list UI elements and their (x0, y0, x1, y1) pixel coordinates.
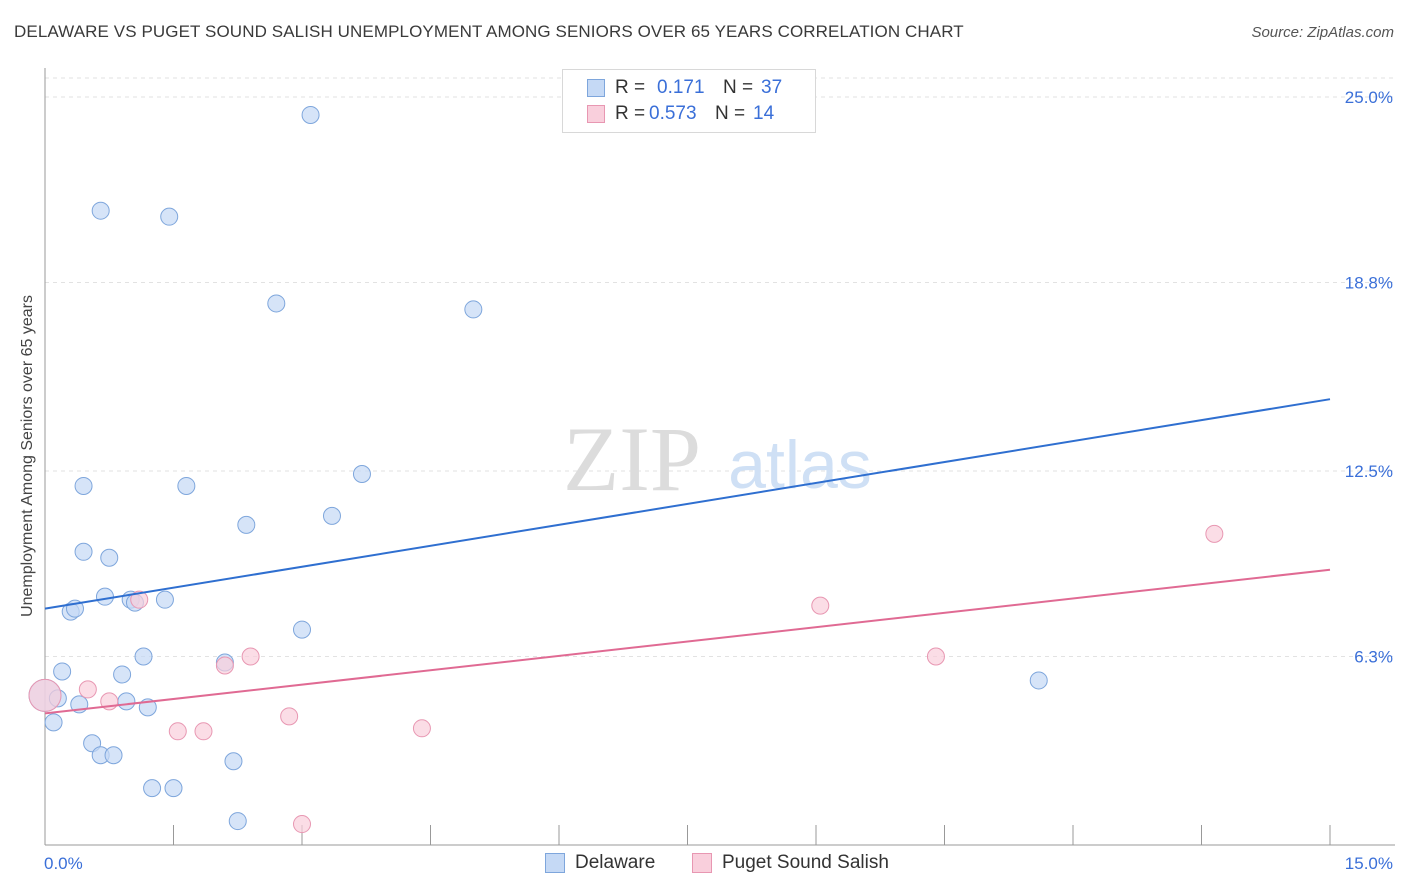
source-label: Source: ZipAtlas.com (1251, 24, 1394, 41)
delaware-point (237, 515, 256, 534)
r-label: R = (615, 77, 646, 98)
delaware-point (464, 300, 483, 319)
delaware-point (44, 713, 63, 732)
y-tick-label: 12.5% (1345, 462, 1393, 481)
delaware-point (293, 620, 311, 639)
puget-point (241, 647, 260, 666)
x-tick-label: 15.0% (1345, 854, 1393, 873)
puget-legend-label: Puget Sound Salish (722, 852, 889, 873)
delaware-point (155, 590, 174, 609)
delaware-point (352, 464, 371, 483)
n-value: 37 (761, 77, 783, 98)
puget-point (1205, 524, 1224, 543)
delaware-point (228, 812, 247, 831)
x-tick-label: 0.0% (44, 854, 83, 873)
y-tick-label: 18.8% (1345, 274, 1393, 293)
y-tick-label: 6.3% (1354, 648, 1393, 667)
bottom-legend-puget[interactable]: Puget Sound Salish (692, 852, 889, 874)
puget-point (78, 680, 97, 699)
delaware-point (143, 779, 162, 798)
axes (44, 68, 1395, 846)
delaware-swatch (545, 853, 565, 873)
bottom-legend-delaware[interactable]: Delaware (545, 852, 655, 874)
legend-box: R = 0.171 N = 37 R = 0.573 N = 14 (562, 69, 816, 133)
delaware-point (322, 506, 341, 525)
r-value: 0.573 (649, 103, 697, 124)
delaware-point (104, 746, 123, 765)
r-label: R = (615, 103, 646, 124)
delaware-point (134, 647, 153, 666)
n-label: N = (715, 103, 746, 124)
delaware-point (301, 105, 320, 124)
puget-swatch (587, 105, 605, 123)
delaware-point (160, 207, 179, 226)
n-label: N = (723, 77, 754, 98)
legend-row-delaware: R = 0.171 N = 37 (587, 76, 782, 100)
puget-point (194, 722, 213, 741)
delaware-legend-label: Delaware (575, 852, 656, 873)
puget-point (811, 596, 830, 615)
watermark-atlas: atlas (728, 427, 872, 503)
delaware-point (100, 548, 119, 567)
puget-point (280, 707, 299, 726)
puget-point (28, 678, 62, 712)
puget-point (168, 722, 187, 741)
delaware-point (117, 692, 136, 711)
delaware-trendline (44, 398, 1331, 610)
delaware-point (267, 294, 286, 313)
trendlines (44, 398, 1331, 715)
tick-labels: 6.3% 12.5% 18.8% 25.0% 0.0% 15.0% (44, 88, 1393, 873)
delaware-point (95, 587, 114, 606)
delaware-point (224, 752, 243, 771)
puget-point (412, 719, 431, 738)
watermark-zip: ZIP (563, 408, 701, 510)
delaware-point (53, 662, 72, 681)
puget-point (130, 590, 149, 609)
n-value: 14 (753, 103, 775, 124)
delaware-swatch (587, 79, 605, 97)
delaware-point (113, 665, 132, 684)
puget-point (926, 647, 945, 666)
legend-row-puget: R = 0.573 N = 14 (587, 102, 774, 126)
delaware-point (177, 476, 196, 495)
delaware-point (74, 542, 93, 561)
puget-point (293, 815, 311, 834)
y-tick-label: 25.0% (1345, 88, 1393, 107)
watermark: ZIP atlas (563, 408, 872, 510)
grid-lines (45, 77, 1395, 658)
r-value: 0.171 (657, 77, 705, 98)
delaware-point (91, 201, 110, 220)
delaware-point (74, 476, 93, 495)
delaware-point (164, 779, 183, 798)
puget-point (215, 656, 234, 675)
puget-swatch (692, 853, 712, 873)
delaware-points (28, 105, 1048, 831)
puget-trendline (44, 568, 1331, 715)
chart-title: DELAWARE VS PUGET SOUND SALISH UNEMPLOYM… (14, 22, 964, 41)
delaware-point (1029, 671, 1048, 690)
